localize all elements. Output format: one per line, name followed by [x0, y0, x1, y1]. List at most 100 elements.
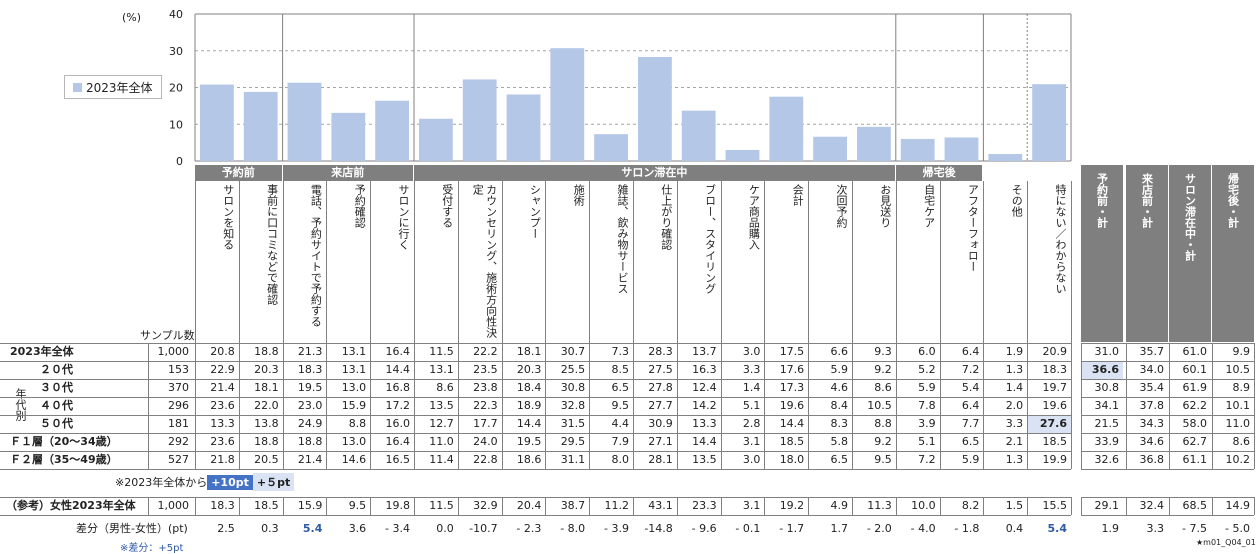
- col-divider: [1212, 343, 1213, 469]
- col-divider: [1169, 497, 1170, 515]
- value-cell: 18.3: [297, 363, 323, 376]
- value-cell: 32.8: [560, 399, 586, 412]
- table-row: ４０代 296 23.6 22.0 23.0 15.9 17.2 13.5 22.3 18.9 32…: [0, 397, 1257, 415]
- footer-code: ★m01_Q04_01: [1196, 538, 1256, 547]
- value-cell: 18.3: [210, 499, 235, 512]
- value-cell: 14.4: [385, 363, 410, 376]
- summary-cell: 33.9: [1094, 435, 1120, 448]
- col-divider: [808, 181, 810, 469]
- table-row: ３０代 370 21.4 18.1 19.5 13.0 16.8 8.6 23.8 18.4 30.…: [0, 379, 1257, 397]
- value-cell: 23.0: [297, 399, 323, 412]
- col-divider: [852, 181, 853, 469]
- value-cell: 2.1: [1005, 435, 1024, 448]
- value-cell: 20.8: [210, 345, 235, 358]
- category-label: サロンに行く: [396, 184, 410, 250]
- table-row: Ｆ２層（35〜49歳） 527 21.8 20.5 21.4 14.6 16.5 11.4 22…: [0, 451, 1257, 469]
- col-divider: [764, 181, 766, 469]
- value-cell: 30.7: [560, 345, 586, 358]
- group-header: 来店前: [282, 165, 413, 181]
- value-cell: 11.2: [604, 499, 629, 512]
- summary-cell: 14.9: [1225, 499, 1251, 512]
- value-cell: 19.9: [1042, 453, 1067, 466]
- value-cell: 27.7: [648, 399, 673, 412]
- value-cell: 11.0: [429, 435, 454, 448]
- value-cell: 3.9: [918, 417, 936, 430]
- value-cell: 18.1: [516, 345, 542, 358]
- table-row: ２０代 153 22.9 20.3 18.3 13.1 14.4 13.1 23.5 20.3 25…: [0, 361, 1257, 379]
- value-cell: 3.1: [742, 499, 761, 512]
- value-cell: 30.8: [560, 381, 586, 394]
- group-header: 帰宅後: [895, 165, 983, 181]
- category-label: 特にない／わからない: [1053, 184, 1067, 294]
- value-cell: - 4.0: [910, 522, 936, 535]
- value-cell: 14.2: [692, 399, 717, 412]
- value-cell: 1.9: [1005, 345, 1024, 358]
- value-cell: 8.8: [874, 417, 892, 430]
- value-cell: 20.5: [254, 453, 279, 466]
- value-cell: 13.1: [429, 363, 454, 376]
- bar: [944, 137, 979, 161]
- value-cell: 19.6: [779, 399, 805, 412]
- category-label: 仕上がり確認: [659, 184, 673, 250]
- col-divider: [501, 181, 503, 469]
- value-cell: 13.1: [341, 345, 367, 358]
- row-divider: [0, 515, 1071, 516]
- summary-cell: 58.0: [1182, 417, 1208, 430]
- value-cell: 13.5: [692, 453, 717, 466]
- value-cell: 14.4: [516, 417, 542, 430]
- value-cell: 8.6: [436, 381, 454, 394]
- value-cell: 21.4: [297, 453, 323, 466]
- value-cell: 19.5: [297, 381, 323, 394]
- sample-size: 153: [168, 363, 189, 376]
- summary-cell: 36.8: [1139, 453, 1165, 466]
- category-label: シャンプー: [528, 184, 542, 239]
- value-cell: 19.7: [1042, 381, 1067, 394]
- value-cell: 13.5: [429, 399, 454, 412]
- value-cell: 9.2: [874, 363, 892, 376]
- value-cell: 18.8: [297, 435, 323, 448]
- summary-cell: 60.1: [1182, 363, 1208, 376]
- summary-cell: 10.5: [1225, 363, 1251, 376]
- col-divider: [1254, 497, 1255, 515]
- value-cell: 18.5: [779, 435, 805, 448]
- value-cell: 22.0: [254, 399, 279, 412]
- value-cell: 0.0: [436, 522, 454, 535]
- value-cell: 28.3: [648, 345, 673, 358]
- value-cell: 5.9: [918, 381, 936, 394]
- summary-cell: 9.9: [1232, 345, 1251, 358]
- value-cell: 19.2: [779, 499, 805, 512]
- col-divider: [1169, 343, 1170, 469]
- value-cell: 11.4: [429, 453, 454, 466]
- summary-cell: 35.7: [1139, 345, 1165, 358]
- value-cell: 21.4: [210, 381, 235, 394]
- col-divider: [370, 181, 372, 469]
- value-cell: - 2.0: [866, 522, 892, 535]
- summary-header-text: 来店前・計: [1140, 173, 1154, 228]
- category-label: 受付する: [440, 184, 454, 228]
- value-cell: 19.5: [516, 435, 542, 448]
- summary-header-text: サロン滞在中・計: [1183, 173, 1197, 261]
- summary-cell: 62.2: [1182, 399, 1208, 412]
- value-cell: 8.4: [830, 399, 848, 412]
- value-cell: 1.4: [1005, 381, 1024, 394]
- value-cell: 18.6: [516, 453, 542, 466]
- value-cell: 8.0: [611, 453, 629, 466]
- summary-cell: 30.8: [1094, 381, 1120, 394]
- col-divider: [282, 181, 284, 469]
- value-cell: 6.4: [961, 399, 980, 412]
- row-label: （参考）女性2023年全体: [6, 499, 136, 512]
- sample-size: 370: [168, 381, 189, 394]
- value-cell: 5.4: [961, 381, 980, 394]
- value-cell: 18.9: [516, 399, 542, 412]
- value-cell: 17.2: [385, 399, 410, 412]
- value-cell: 6.5: [611, 381, 629, 394]
- value-cell: 5.1: [918, 435, 936, 448]
- group-header: サロン滞在中: [414, 165, 895, 181]
- value-cell: 18.1: [254, 381, 279, 394]
- sample-size: 1,000: [157, 345, 190, 358]
- bar: [725, 149, 760, 161]
- col-divider: [148, 343, 149, 469]
- row-divider: [1081, 397, 1254, 398]
- value-cell: 9.5: [348, 499, 367, 512]
- value-cell: 2.8: [742, 417, 761, 430]
